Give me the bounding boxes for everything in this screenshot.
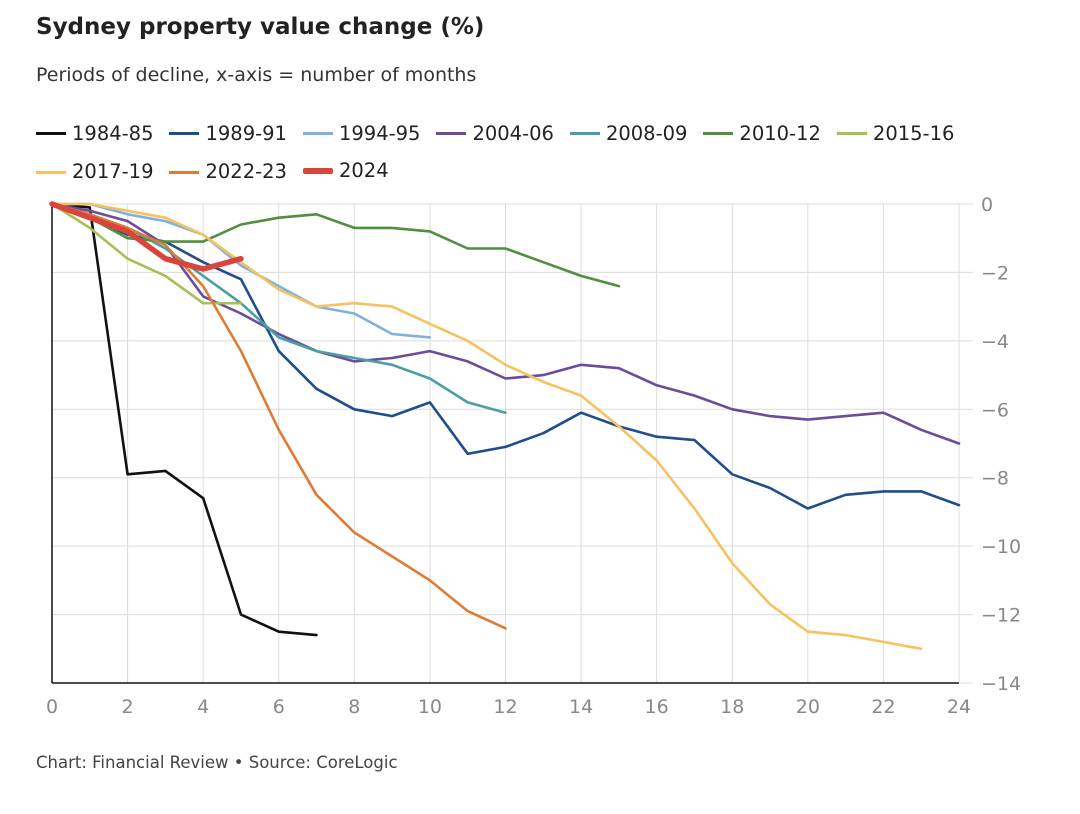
legend-swatch bbox=[703, 132, 734, 135]
y-tick-label: −4 bbox=[981, 331, 1009, 353]
chart-axes bbox=[51, 204, 959, 684]
chart-title: Sydney property value change (%) bbox=[36, 14, 485, 40]
legend-item-1994-95: 1994-95 bbox=[302, 117, 421, 151]
legend-item-2022-23: 2022-23 bbox=[169, 155, 287, 189]
legend-swatch bbox=[302, 132, 333, 135]
x-tick-label: 6 bbox=[273, 696, 285, 718]
legend-item-2024: 2024 bbox=[302, 154, 389, 188]
legend-swatch bbox=[302, 167, 333, 174]
legend-label: 1994-95 bbox=[338, 121, 421, 145]
legend-swatch bbox=[169, 132, 200, 135]
series-line-2004-06 bbox=[50, 202, 961, 445]
series-line-1989-91 bbox=[50, 202, 961, 510]
legend-item-1989-91: 1989-91 bbox=[169, 117, 287, 151]
legend-item-2017-19: 2017-19 bbox=[36, 155, 153, 189]
x-tick-label: 18 bbox=[720, 696, 744, 718]
y-tick-label: −14 bbox=[981, 673, 1021, 695]
series-line-1984-85 bbox=[50, 202, 318, 637]
legend-swatch bbox=[836, 132, 867, 135]
y-tick-label: 0 bbox=[981, 194, 993, 216]
chart-subtitle: Periods of decline, x-axis = number of m… bbox=[36, 64, 477, 86]
chart-grid bbox=[52, 203, 973, 684]
legend-label: 2017-19 bbox=[72, 160, 154, 183]
y-tick-label: −8 bbox=[981, 468, 1009, 490]
legend-item-2010-12: 2010-12 bbox=[703, 117, 821, 151]
y-tick-label: −10 bbox=[981, 536, 1021, 558]
legend-label: 1984-85 bbox=[72, 121, 154, 145]
x-tick-label: 4 bbox=[197, 696, 209, 718]
y-tick-label: −2 bbox=[981, 262, 1009, 284]
legend-label: 2008-09 bbox=[605, 121, 688, 145]
x-tick-label: 14 bbox=[569, 696, 593, 718]
x-tick-label: 2 bbox=[122, 696, 134, 718]
x-tick-label: 20 bbox=[796, 696, 820, 718]
legend-item-1984-85: 1984-85 bbox=[36, 117, 153, 151]
legend-label: 1989-91 bbox=[205, 121, 287, 145]
series-line-2022-23 bbox=[50, 202, 507, 630]
series-line-2017-19 bbox=[50, 202, 923, 651]
legend-swatch bbox=[436, 132, 467, 135]
x-tick-label: 0 bbox=[46, 696, 58, 718]
x-tick-label: 24 bbox=[947, 696, 971, 718]
legend-label: 2015-16 bbox=[872, 121, 955, 145]
legend-item-2015-16: 2015-16 bbox=[836, 117, 955, 151]
chart-series bbox=[49, 201, 961, 651]
series-line-2010-12 bbox=[50, 202, 621, 288]
series-line-2015-16 bbox=[50, 202, 243, 305]
y-tick-label: −6 bbox=[981, 399, 1009, 421]
x-tick-label: 22 bbox=[871, 696, 895, 718]
legend-label: 2024 bbox=[338, 158, 389, 182]
y-tick-label: −12 bbox=[981, 605, 1021, 627]
x-tick-labels: 0 2 4 6 8 10 12 14 16 18 20 22 24 bbox=[46, 696, 971, 718]
series-line-2024 bbox=[49, 201, 244, 272]
legend-label: 2004-06 bbox=[472, 121, 554, 145]
legend-label: 2010-12 bbox=[739, 121, 821, 145]
legend-label: 2022-23 bbox=[205, 160, 287, 183]
legend-item-2004-06: 2004-06 bbox=[436, 117, 554, 151]
legend-swatch bbox=[36, 170, 66, 174]
x-tick-label: 8 bbox=[348, 696, 360, 718]
y-tick-labels: 0 −2 −4 −6 −8 −10 −12 −14 bbox=[981, 194, 1021, 695]
legend-swatch bbox=[169, 170, 200, 174]
legend-item-2008-09: 2008-09 bbox=[569, 117, 688, 151]
chart-legend: 1984-85 1989-91 1994-95 2004-06 2008-09 2010-… bbox=[36, 112, 1036, 189]
x-tick-label: 10 bbox=[418, 696, 442, 718]
chart-source-note: Chart: Financial Review • Source: CoreLo… bbox=[36, 753, 398, 772]
legend-swatch bbox=[569, 132, 600, 135]
x-tick-label: 12 bbox=[493, 696, 517, 718]
legend-swatch bbox=[36, 132, 66, 135]
x-tick-label: 16 bbox=[645, 696, 669, 718]
series-line-1994-95 bbox=[50, 202, 432, 339]
